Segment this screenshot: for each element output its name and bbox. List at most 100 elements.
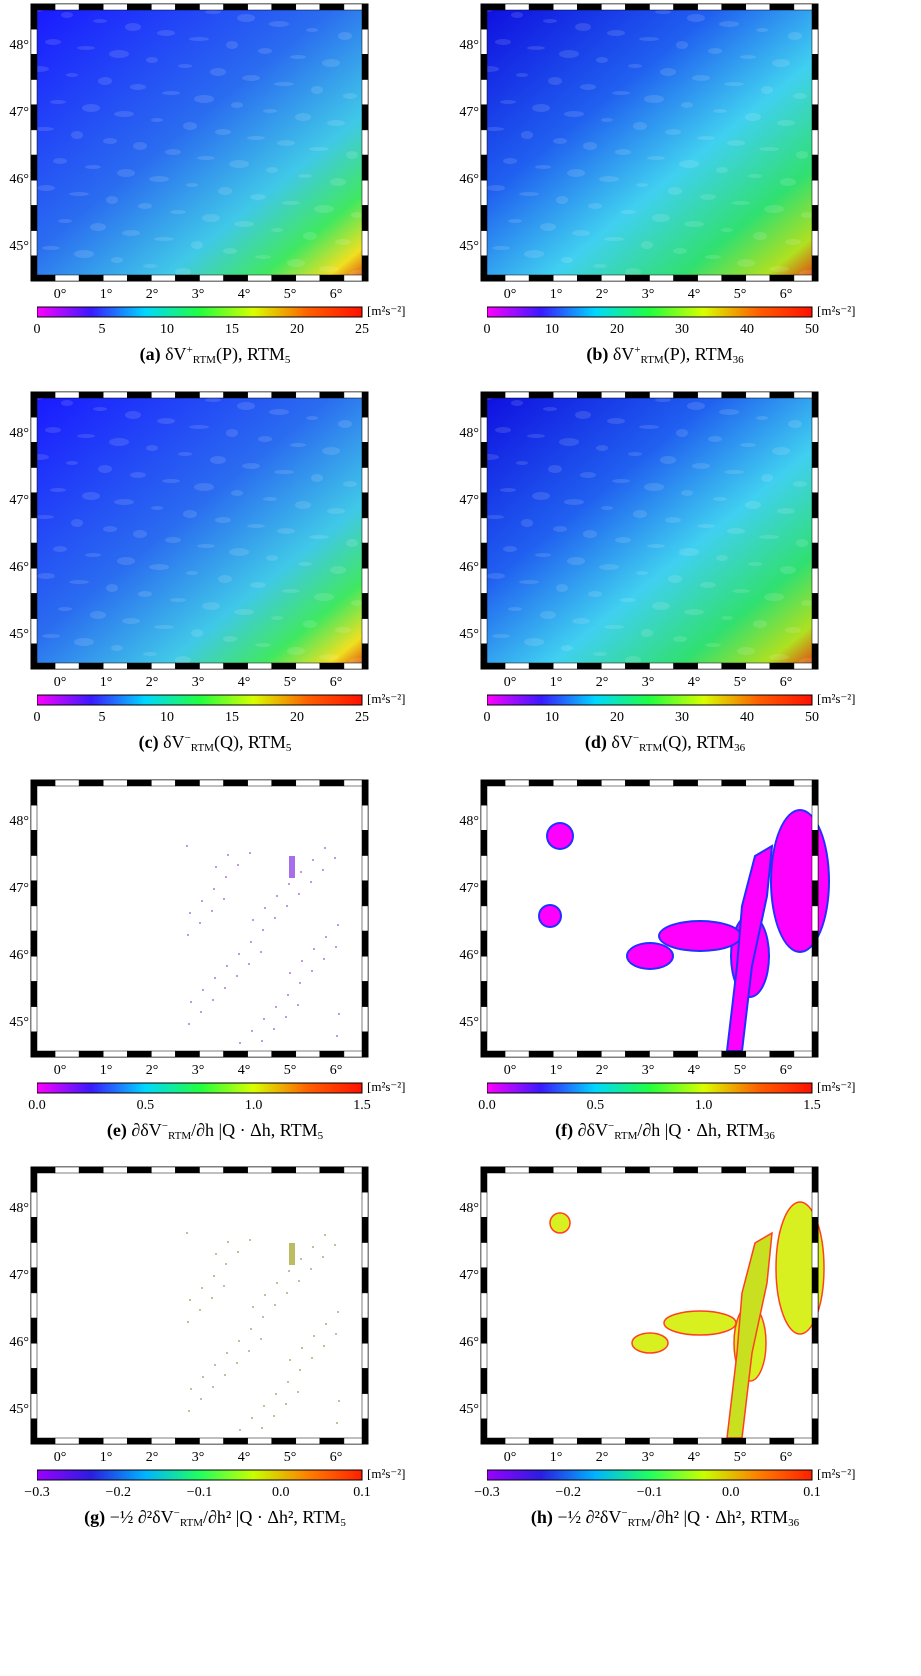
caption-caption-model-sub: 36 (788, 1517, 800, 1529)
caption-caption-sub: RTM (167, 1130, 192, 1142)
lat-tick-label: 48° (459, 426, 479, 441)
colorbar (487, 1469, 813, 1481)
colorbar-tick-label: −0.2 (555, 1485, 581, 1500)
lat-tick-label: 48° (9, 1201, 29, 1216)
caption-caption-sub: RTM (639, 742, 663, 754)
lon-tick-label: 1° (99, 287, 113, 302)
lon-tick-label: 5° (733, 287, 747, 302)
colorbar (37, 1082, 363, 1094)
colorbar-tick-label: 1.5 (353, 1098, 371, 1113)
map-field (487, 398, 812, 663)
panel-c-map (29, 391, 369, 670)
lon-tick-label: 5° (283, 1450, 297, 1465)
lat-tick-label: 47° (9, 881, 29, 896)
caption-caption-main: −½ ∂²δV (109, 1507, 174, 1527)
panel-e-map (30, 779, 369, 1058)
caption-caption-main: δV (163, 732, 185, 752)
caption-caption-sup: − (184, 732, 191, 744)
lat-tick-label: 46° (459, 1335, 479, 1350)
lat-tick-label: 46° (9, 560, 29, 575)
colorbar-unit: [m²s⁻²] (367, 1079, 406, 1094)
lat-tick-label: 48° (9, 814, 29, 829)
colorbar-tick-label: 25 (355, 322, 369, 337)
colorbar-unit: [m²s⁻²] (367, 1466, 406, 1481)
lon-tick-label: 6° (329, 675, 343, 690)
map-field (37, 10, 362, 275)
caption-caption-model-sub: 5 (317, 1130, 324, 1142)
lon-tick-label: 3° (191, 1450, 205, 1465)
colorbar-tick-label: 0.0 (478, 1098, 496, 1113)
lon-tick-label: 2° (145, 675, 159, 690)
caption-caption-arg: (Q), RTM (213, 732, 286, 752)
lat-tick-label: 47° (9, 105, 29, 120)
lat-tick-label: 47° (459, 493, 479, 508)
lat-tick-label: 45° (459, 239, 479, 254)
lon-tick-label: 3° (641, 287, 655, 302)
caption-caption-model-sub: 36 (732, 354, 744, 366)
colorbar-tick-label: 15 (225, 322, 239, 337)
lat-tick-label: 46° (459, 172, 479, 187)
colorbar-tick-label: 0.5 (136, 1098, 155, 1113)
lat-tick-label: 47° (459, 1268, 479, 1283)
colorbar-tick-label: −0.1 (636, 1485, 663, 1500)
colorbar-tick-label: 20 (290, 710, 304, 725)
colorbar-tick-label: 50 (805, 322, 819, 337)
lon-tick-label: 0° (53, 1063, 67, 1078)
colorbar-tick-label: 1.5 (803, 1098, 821, 1113)
colorbar-tick-label: 0.1 (353, 1485, 371, 1500)
colorbar-tick-label: −0.2 (105, 1485, 131, 1500)
colorbar-tick-label: 10 (545, 322, 559, 337)
caption-caption-sup: − (173, 1507, 180, 1519)
colorbar-tick-label: 1.0 (694, 1098, 713, 1113)
lon-tick-label: 6° (329, 287, 343, 302)
colorbar-tick-label: 40 (740, 322, 754, 337)
lon-tick-label: 1° (99, 675, 113, 690)
lon-tick-label: 6° (779, 1450, 793, 1465)
lon-tick-label: 5° (733, 1450, 747, 1465)
panel-g-map (30, 1166, 369, 1445)
lat-tick-label: 45° (459, 1015, 479, 1030)
lat-tick-label: 47° (9, 493, 29, 508)
lon-tick-label: 6° (779, 675, 793, 690)
lon-tick-label: 1° (549, 1450, 563, 1465)
panel-h-map (480, 1166, 825, 1445)
colorbar-tick-label: −0.1 (186, 1485, 213, 1500)
colorbar-tick-label: 1.0 (244, 1098, 263, 1113)
lon-tick-label: 6° (329, 1450, 343, 1465)
caption-caption-sub: RTM (640, 354, 664, 366)
lat-tick-label: 46° (459, 560, 479, 575)
caption-caption-main: ∂δV (577, 1120, 608, 1140)
panel-caption: (c) δV−RTM(Q), RTM5 (0, 732, 430, 754)
lon-tick-label: 2° (595, 1063, 609, 1078)
caption-caption-arg: (Q), RTM (662, 732, 735, 752)
lon-tick-label: 0° (503, 287, 517, 302)
panel-caption: (g) −½ ∂²δV−RTM/∂h² |Q · Δh², RTM5 (0, 1507, 430, 1529)
colorbar-tick-label: 0 (483, 322, 491, 337)
lon-tick-label: 3° (191, 287, 205, 302)
caption-caption-arg: (P), RTM (215, 344, 285, 364)
lon-tick-label: 3° (641, 1450, 655, 1465)
lon-tick-label: 2° (595, 675, 609, 690)
lon-tick-label: 2° (145, 1450, 159, 1465)
lat-tick-label: 48° (9, 38, 29, 53)
caption-caption-main: −½ ∂²δV (557, 1507, 622, 1527)
lon-tick-label: 0° (503, 1450, 517, 1465)
lat-tick-label: 47° (459, 881, 479, 896)
map-field (487, 10, 812, 275)
lon-tick-label: 1° (99, 1063, 113, 1078)
lat-tick-label: 48° (459, 38, 479, 53)
colorbar-tick-label: 20 (290, 322, 304, 337)
colorbar (37, 694, 363, 706)
lon-tick-label: 4° (237, 287, 251, 302)
caption-letter: (f) (555, 1120, 574, 1140)
map-field (37, 1173, 362, 1438)
colorbar (487, 306, 813, 318)
colorbar (37, 1469, 363, 1481)
caption-letter: (c) (138, 732, 159, 752)
lon-tick-label: 5° (733, 675, 747, 690)
lon-tick-label: 1° (549, 1063, 563, 1078)
panel-caption: (d) δV−RTM(Q), RTM36 (450, 732, 880, 754)
caption-caption-arg: /∂h |Q · Δh, RTM (191, 1120, 318, 1140)
lon-tick-label: 0° (503, 675, 517, 690)
colorbar-tick-label: 10 (545, 710, 559, 725)
